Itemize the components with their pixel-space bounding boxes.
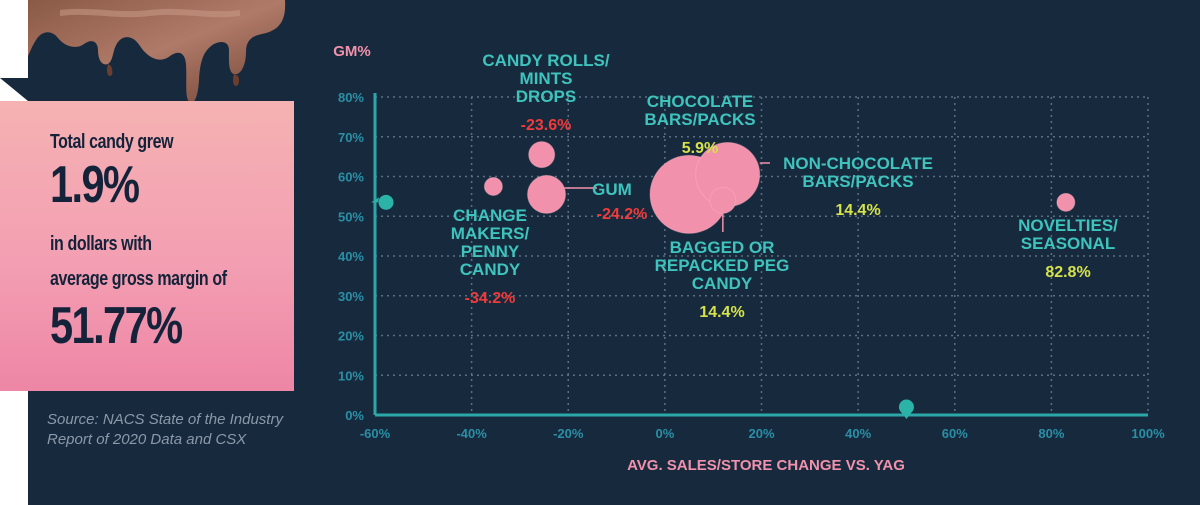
bubble-category-label: MINTS bbox=[520, 69, 573, 88]
y-axis-marker bbox=[378, 194, 394, 210]
bubble-category-label: GUM bbox=[592, 180, 632, 199]
y-tick-label: 10% bbox=[338, 368, 364, 383]
x-tick-label: 20% bbox=[748, 426, 774, 441]
x-tick-label: 100% bbox=[1131, 426, 1165, 441]
x-tick-label: 40% bbox=[845, 426, 871, 441]
x-axis-title: AVG. SALES/STORE CHANGE VS. YAG bbox=[627, 457, 905, 474]
bubble-value-label: 14.4% bbox=[835, 202, 880, 219]
summary-box: Total candy grew 1.9% in dollars with av… bbox=[0, 101, 294, 391]
bubble-category-label: BAGGED OR bbox=[670, 238, 775, 257]
source-line-1: Source: NACS State of the Industry bbox=[47, 411, 283, 428]
y-tick-label: 60% bbox=[338, 170, 364, 185]
x-tick-label: 0% bbox=[655, 426, 674, 441]
y-tick-label: 70% bbox=[338, 130, 364, 145]
bubble-value-label: 14.4% bbox=[699, 304, 744, 321]
bubble-value-label: 82.8% bbox=[1045, 264, 1090, 281]
bubble-category-label: BARS/PACKS bbox=[802, 172, 913, 191]
bubble-point bbox=[709, 186, 737, 214]
summary-margin-value: 51.77% bbox=[50, 297, 183, 355]
bubble-value-label: -34.2% bbox=[465, 290, 516, 307]
y-tick-label: 20% bbox=[338, 329, 364, 344]
summary-line-4: average gross margin of bbox=[50, 268, 227, 290]
y-axis-marker-tip bbox=[371, 197, 379, 203]
x-tick-label: 60% bbox=[942, 426, 968, 441]
bubble-category-label: CANDY bbox=[460, 260, 521, 279]
summary-line-3: in dollars with bbox=[50, 233, 152, 255]
y-tick-label: 80% bbox=[338, 90, 364, 105]
x-tick-label: -60% bbox=[360, 426, 391, 441]
bubble-category-label: DROPS bbox=[516, 87, 576, 106]
bubble-category-label: PENNY bbox=[461, 242, 520, 261]
bubble-category-label: BARS/PACKS bbox=[644, 110, 755, 129]
bubble-category-label: NON-CHOCOLATE bbox=[783, 154, 933, 173]
bubble-category-label: REPACKED PEG bbox=[655, 256, 790, 275]
bubble-category-label: CANDY ROLLS/ bbox=[482, 51, 609, 70]
bubble-category-label: CHANGE bbox=[453, 206, 527, 225]
source-line-2: Report of 2020 Data and CSX bbox=[47, 431, 247, 448]
bubble-point bbox=[527, 174, 567, 214]
y-axis-title: GM% bbox=[333, 43, 371, 60]
summary-growth-value: 1.9% bbox=[50, 156, 140, 214]
bubble-category-label: SEASONAL bbox=[1021, 234, 1115, 253]
y-tick-label: 40% bbox=[338, 249, 364, 264]
y-tick-label: 50% bbox=[338, 209, 364, 224]
source-note: Source: NACS State of the Industry Repor… bbox=[47, 410, 283, 450]
x-axis-marker-tip bbox=[900, 411, 913, 419]
bubble-point bbox=[483, 176, 503, 196]
bubble-category-label: CHOCOLATE bbox=[647, 92, 753, 111]
bubble-point bbox=[1056, 192, 1076, 212]
x-tick-label: -40% bbox=[456, 426, 487, 441]
x-axis-marker bbox=[898, 399, 914, 415]
y-tick-label: 30% bbox=[338, 289, 364, 304]
bubble-category-label: CANDY bbox=[692, 274, 753, 293]
bubble-value-label: -24.2% bbox=[597, 206, 648, 223]
x-tick-label: 80% bbox=[1038, 426, 1064, 441]
bubble-category-label: MAKERS/ bbox=[451, 224, 530, 243]
bubble-point bbox=[528, 141, 556, 169]
bubble-value-label: -23.6% bbox=[521, 117, 572, 134]
x-tick-label: -20% bbox=[553, 426, 584, 441]
bubble-value-label: 5.9% bbox=[682, 140, 718, 157]
summary-line-1: Total candy grew bbox=[50, 131, 174, 153]
y-tick-label: 0% bbox=[345, 408, 364, 423]
bubble-category-label: NOVELTIES/ bbox=[1018, 216, 1118, 235]
